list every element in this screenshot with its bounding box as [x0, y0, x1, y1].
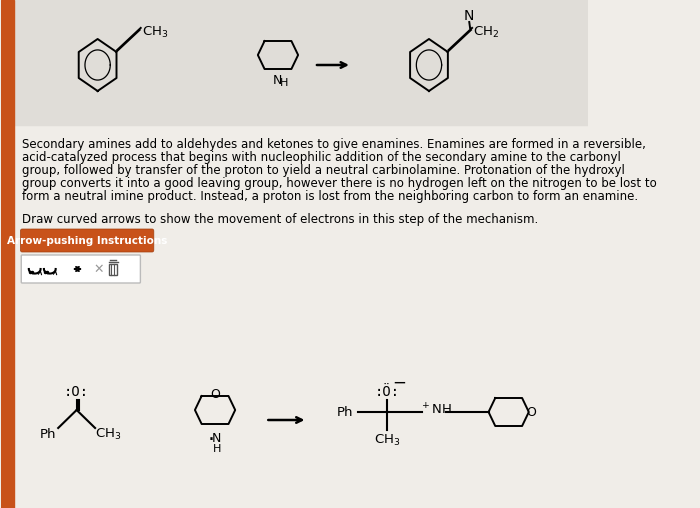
Text: Ph: Ph: [40, 428, 57, 440]
Text: Arrow-pushing Instructions: Arrow-pushing Instructions: [6, 236, 167, 245]
Bar: [1, 0, 14, 508]
Text: O: O: [526, 405, 536, 419]
Text: ·: ·: [207, 430, 214, 450]
FancyBboxPatch shape: [21, 255, 141, 283]
Text: H: H: [213, 444, 221, 454]
FancyBboxPatch shape: [20, 229, 154, 252]
Text: :Ö:: :Ö:: [374, 385, 400, 399]
Text: $^+$NH: $^+$NH: [420, 402, 452, 418]
Text: O: O: [210, 388, 220, 400]
Text: CH$_3$: CH$_3$: [142, 24, 169, 40]
Text: N: N: [464, 9, 475, 23]
Text: ✕: ✕: [93, 263, 104, 275]
Text: group converts it into a good leaving group, however there is no hydrogen left o: group converts it into a good leaving gr…: [22, 177, 657, 190]
Text: N: N: [212, 431, 221, 444]
Bar: [14, 0, 589, 125]
Text: N: N: [272, 75, 282, 87]
Text: form a neutral imine product. Instead, a proton is lost from the neighboring car: form a neutral imine product. Instead, a…: [22, 190, 638, 203]
Text: CH$_2$: CH$_2$: [473, 24, 500, 40]
Text: Ph: Ph: [337, 405, 354, 419]
Text: CH$_3$: CH$_3$: [95, 426, 122, 441]
Text: H: H: [280, 78, 288, 88]
Text: :O:: :O:: [64, 385, 89, 399]
Text: CH$_3$: CH$_3$: [374, 432, 400, 448]
Bar: [109, 264, 117, 275]
Text: −: −: [392, 374, 406, 392]
Text: group, followed by transfer of the proton to yield a neutral carbinolamine. Prot: group, followed by transfer of the proto…: [22, 164, 625, 177]
Text: Secondary amines add to aldehydes and ketones to give enamines. Enamines are for: Secondary amines add to aldehydes and ke…: [22, 138, 646, 151]
Text: acid-catalyzed process that begins with nucleophilic addition of the secondary a: acid-catalyzed process that begins with …: [22, 151, 621, 164]
Text: Draw curved arrows to show the movement of electrons in this step of the mechani: Draw curved arrows to show the movement …: [22, 213, 538, 226]
